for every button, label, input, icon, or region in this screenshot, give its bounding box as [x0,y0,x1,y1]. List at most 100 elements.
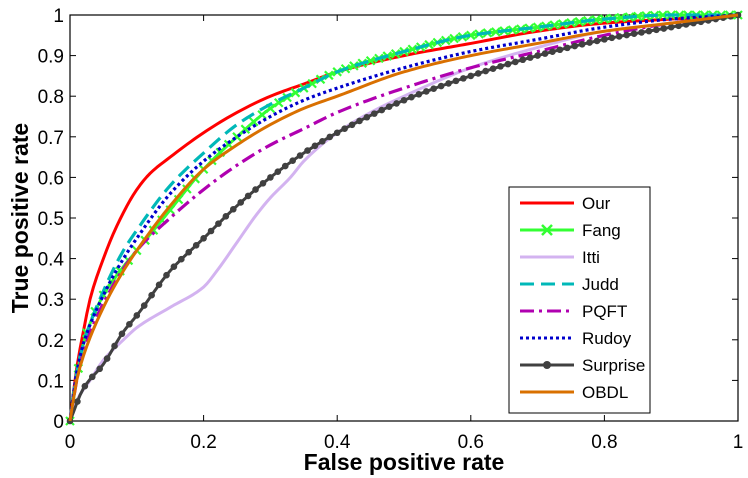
y-tick-label: 0.3 [38,290,64,311]
series-marker-surprise [126,320,133,328]
series-marker-surprise [118,330,126,338]
series-marker-surprise [348,121,356,129]
series-marker-surprise [578,40,586,48]
series-marker-surprise [541,50,549,57]
series-marker-fang [549,20,560,30]
legend-label-our: Our [582,194,611,213]
series-layer [65,10,743,426]
y-tick-label: 0.7 [38,128,64,149]
legend-label-pqft: PQFT [582,302,627,321]
series-marker-fang [424,39,434,50]
series-marker-surprise [363,113,371,121]
series-marker-surprise [96,365,103,373]
series-marker-surprise [385,103,393,110]
series-marker-surprise [452,77,460,85]
series-marker-surprise [155,281,163,289]
series-marker-surprise [653,26,660,34]
series-marker-fang [257,109,267,120]
series-marker-fang [182,184,192,194]
series-marker-surprise [667,23,675,31]
series-marker-surprise [408,93,415,101]
series-marker-surprise [512,58,519,66]
x-axis-title: False positive rate [304,449,505,475]
series-marker-surprise [400,96,408,104]
series-marker-surprise [422,88,430,95]
y-tick-label: 0.5 [38,209,64,230]
series-marker-surprise [593,37,601,45]
legend-label-fang: Fang [582,221,621,240]
series-marker-surprise [267,174,274,181]
series-marker-fang [491,27,501,37]
series-line-pqft [68,13,739,422]
series-marker-surprise [163,271,170,279]
series-marker-surprise [571,42,579,50]
series-marker-surprise [474,70,482,77]
series-marker-surprise [630,30,638,38]
series-line-judd [68,13,738,422]
series-marker-surprise [519,56,527,64]
series-marker-surprise [178,255,185,263]
series-marker-surprise [356,117,363,125]
series-marker-surprise [482,67,489,75]
series-marker-surprise [252,186,259,193]
legend-label-surprise: Surprise [582,356,645,375]
series-marker-surprise [378,106,386,114]
series-marker-surprise [660,25,668,32]
series-marker-surprise [563,44,571,52]
series-marker-surprise [608,34,616,42]
series-marker-surprise [74,398,81,405]
legend-marker-surprise [543,361,551,369]
x-tick-label: 0.4 [324,432,351,453]
series-marker-surprise [556,46,564,54]
series-marker-surprise [289,157,296,164]
series-marker-surprise [103,355,111,362]
series-marker-surprise [489,65,497,72]
series-marker-surprise [259,180,267,187]
series-marker-surprise [549,48,556,55]
x-tick-label: 1 [733,432,744,453]
legend-label-obdl: OBDL [582,383,628,402]
series-marker-surprise [460,75,467,82]
series-marker-surprise [81,382,89,390]
series-marker-surprise [140,302,148,309]
y-tick-label: 0.1 [38,371,64,392]
series-marker-fang [574,16,585,27]
series-marker-surprise [341,125,348,133]
series-marker-surprise [497,63,504,70]
series-marker-surprise [586,39,593,46]
x-tick-label: 0.6 [458,432,484,453]
x-tick-label: 0 [65,432,76,453]
series-marker-fang [633,11,643,22]
series-marker-surprise [601,36,608,43]
y-tick-label: 0.9 [38,47,64,68]
series-marker-surprise [371,110,378,117]
series-marker-surprise [304,147,311,154]
series-marker-surprise [645,27,653,35]
y-tick-label: 0.4 [38,250,65,271]
series-marker-surprise [192,242,200,249]
series-marker-surprise [467,72,475,80]
series-marker-surprise [393,100,400,107]
series-marker-fang [507,25,518,35]
series-marker-surprise [675,22,682,30]
series-marker-fang [349,61,359,71]
y-tick-label: 0 [53,412,64,433]
series-marker-surprise [623,31,630,39]
series-marker-fang [449,33,459,44]
series-marker-surprise [200,235,207,242]
legend-label-judd: Judd [582,275,619,294]
series-marker-surprise [333,129,341,137]
series-marker-fang [466,30,476,41]
series-marker-surprise [133,312,141,319]
series-marker-surprise [296,152,304,159]
series-marker-surprise [534,52,541,59]
series-marker-fang [616,12,626,23]
series-marker-surprise [215,220,222,227]
series-marker-surprise [504,60,512,68]
series-marker-fang [365,55,376,66]
series-marker-surprise [111,342,118,350]
y-tick-label: 0.6 [38,168,64,189]
series-marker-surprise [319,137,326,145]
series-marker-surprise [281,162,289,170]
